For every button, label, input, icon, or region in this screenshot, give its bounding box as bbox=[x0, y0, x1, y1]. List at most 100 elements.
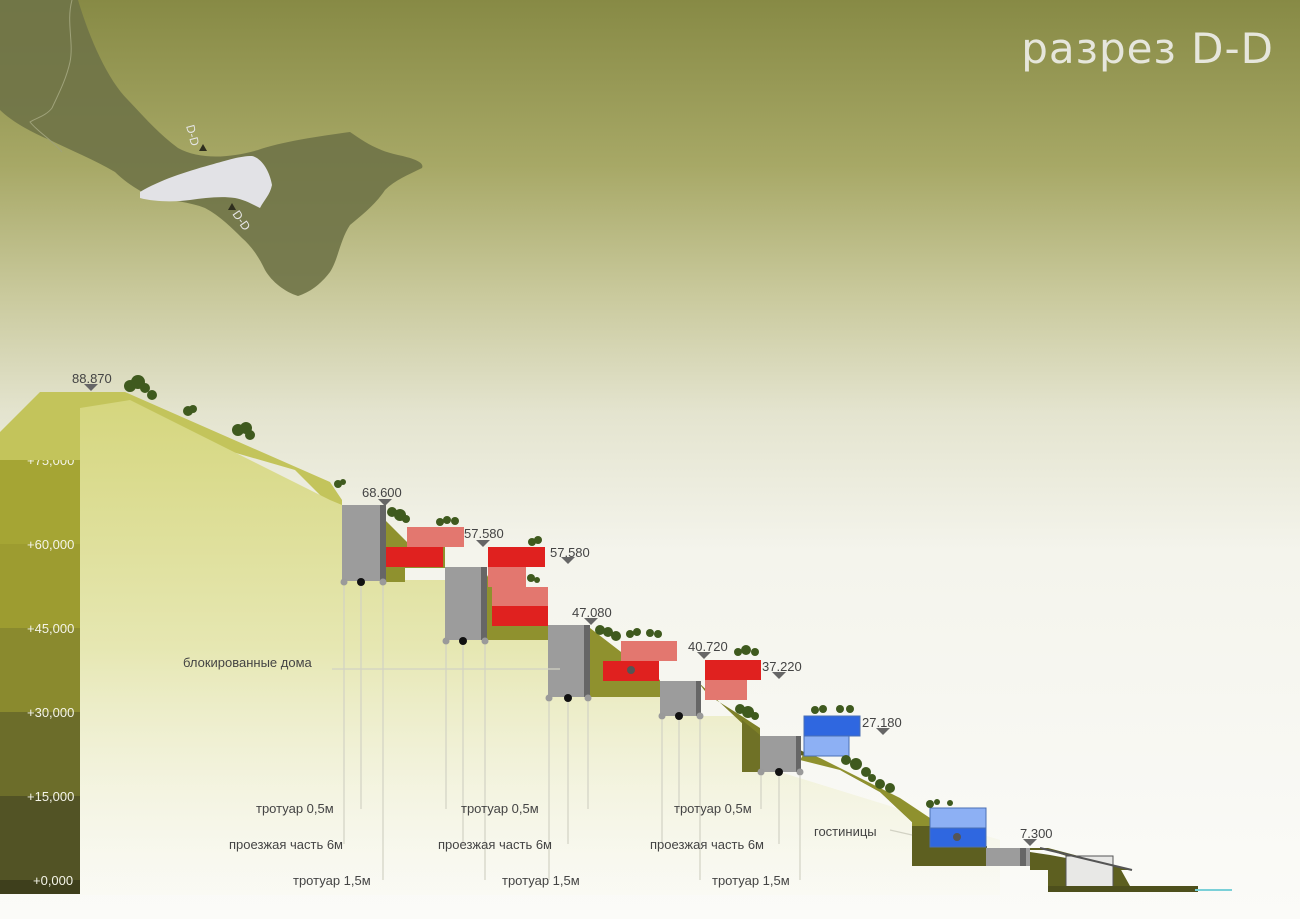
house-pink-5 bbox=[705, 680, 747, 700]
elevation-mark-8: 27.180 bbox=[862, 715, 902, 735]
label-sidewalk-05-2: тротуар 0,5м bbox=[461, 801, 539, 816]
road-wall-1-edge bbox=[380, 505, 386, 581]
elevation-mark-7: 37.220 bbox=[762, 659, 802, 679]
road-section-2 bbox=[442, 567, 489, 645]
elevation-mark-6: 40.720 bbox=[688, 639, 728, 659]
house-pink-2 bbox=[488, 567, 526, 587]
hotel-blue-1 bbox=[803, 715, 861, 737]
scale-band-2 bbox=[0, 544, 80, 628]
house-pink-1 bbox=[407, 527, 464, 547]
road-wall-4-edge bbox=[696, 681, 701, 716]
road-section-4 bbox=[658, 681, 704, 720]
road-wall-2-edge bbox=[481, 567, 487, 640]
map-marker-label-top: D-D bbox=[183, 123, 202, 148]
road-marker-2c bbox=[481, 637, 489, 645]
house-red-2 bbox=[488, 547, 545, 567]
waterfront-building bbox=[1065, 855, 1114, 891]
road-section-1 bbox=[340, 505, 387, 586]
elevation-label-4: 57.580 bbox=[550, 545, 590, 560]
tree-icon bbox=[926, 799, 953, 808]
road-wall-3 bbox=[548, 625, 590, 697]
house-pink-4 bbox=[621, 641, 677, 661]
elevation-triangle-icon bbox=[378, 499, 392, 506]
hotels bbox=[803, 715, 987, 848]
map-site-area bbox=[140, 156, 272, 208]
road-wall-1 bbox=[342, 505, 386, 581]
scale-band-6 bbox=[0, 880, 80, 894]
map-marker-top-icon bbox=[199, 144, 207, 151]
scale-band-4 bbox=[0, 712, 80, 796]
road-wall-2 bbox=[445, 567, 487, 640]
scale-label-60: +60,000 bbox=[27, 537, 74, 552]
scale-band-3 bbox=[0, 628, 80, 712]
waterfront-canopy bbox=[1039, 847, 1133, 871]
elevation-triangle-icon bbox=[772, 672, 786, 679]
elevation-label-9: 7.300 bbox=[1020, 826, 1053, 841]
elevation-label-3: 57.580 bbox=[464, 526, 504, 541]
label-hotels: гостиницы bbox=[814, 824, 877, 839]
terrain-hilltop bbox=[0, 392, 342, 522]
tree-icon bbox=[735, 704, 759, 720]
road-marker-5b bbox=[775, 768, 783, 776]
location-map: D-D D-D bbox=[0, 0, 423, 296]
hotel-2-marker bbox=[953, 833, 961, 841]
tree-icon bbox=[436, 516, 459, 526]
tree-icon bbox=[626, 628, 662, 638]
road-marker-4a bbox=[658, 712, 666, 720]
tree-icon bbox=[841, 755, 876, 782]
scale-band-1 bbox=[0, 460, 80, 544]
road-wall-5-edge bbox=[796, 736, 801, 772]
elevation-label-8: 27.180 bbox=[862, 715, 902, 730]
house-pink-3 bbox=[492, 587, 548, 606]
section-title: разрез D-D bbox=[1021, 24, 1274, 73]
road-wall-6 bbox=[986, 848, 1030, 866]
terrain-slope-upper-line bbox=[800, 752, 930, 826]
label-sidewalk-05-3: тротуар 0,5м bbox=[674, 801, 752, 816]
terrain-section bbox=[0, 392, 1232, 895]
label-blocked-houses: блокированные дома bbox=[183, 655, 313, 670]
label-carriageway-1: проезжая часть 6м bbox=[229, 837, 343, 852]
elevation-triangle-icon bbox=[476, 540, 490, 547]
road-section-5 bbox=[757, 736, 804, 776]
tree-icon bbox=[811, 705, 854, 714]
label-sidewalk-05-1: тротуар 0,5м bbox=[256, 801, 334, 816]
hotel-lightblue-1 bbox=[803, 735, 850, 757]
road-wall-6-edge bbox=[1020, 848, 1026, 866]
scale-band-5 bbox=[0, 796, 80, 880]
label-sidewalk-15-3: тротуар 1,5м bbox=[712, 873, 790, 888]
road-marker-1c bbox=[379, 578, 387, 586]
road-marker-3a bbox=[545, 694, 553, 702]
elevation-mark-5: 47.080 bbox=[572, 605, 612, 625]
elevation-label-5: 47.080 bbox=[572, 605, 612, 620]
label-carriageway-3: проезжая часть 6м bbox=[650, 837, 764, 852]
road-sections bbox=[340, 505, 1030, 866]
hotel-base bbox=[912, 846, 987, 866]
road-section-6 bbox=[986, 848, 1030, 866]
elevation-mark-1: 88.870 bbox=[72, 371, 112, 391]
map-landmass bbox=[0, 0, 423, 296]
elevation-mark-9: 7.300 bbox=[1020, 826, 1053, 846]
road-wall-5 bbox=[760, 736, 800, 772]
map-border-line bbox=[29, 0, 73, 153]
terrain-strip-5 bbox=[742, 720, 760, 772]
road-marker-2b bbox=[459, 637, 467, 645]
tree-icon bbox=[183, 405, 197, 416]
tree-icon bbox=[334, 479, 346, 488]
scale-label-15: +15,000 bbox=[27, 789, 74, 804]
elevation-markers: 88.870 68.600 57.580 57.580 47.080 40.72… bbox=[72, 371, 1053, 846]
road-marker-1b bbox=[357, 578, 365, 586]
road-wall-3-edge bbox=[584, 625, 590, 697]
elevation-triangle-icon bbox=[584, 618, 598, 625]
map-marker-bottom-icon bbox=[228, 203, 236, 210]
road-marker-1a bbox=[340, 578, 348, 586]
label-sidewalk-15-1: тротуар 1,5м bbox=[293, 873, 371, 888]
road-marker-4c bbox=[696, 712, 704, 720]
elevation-label-2: 68.600 bbox=[362, 485, 402, 500]
elevation-label-6: 40.720 bbox=[688, 639, 728, 654]
elevation-label-1: 88.870 bbox=[72, 371, 112, 386]
tree-icon bbox=[527, 574, 540, 583]
tree-icon bbox=[734, 645, 759, 656]
road-marker-5c bbox=[796, 768, 804, 776]
annotation-labels: блокированные дома гостиницы тротуар 0,5… bbox=[183, 655, 877, 888]
